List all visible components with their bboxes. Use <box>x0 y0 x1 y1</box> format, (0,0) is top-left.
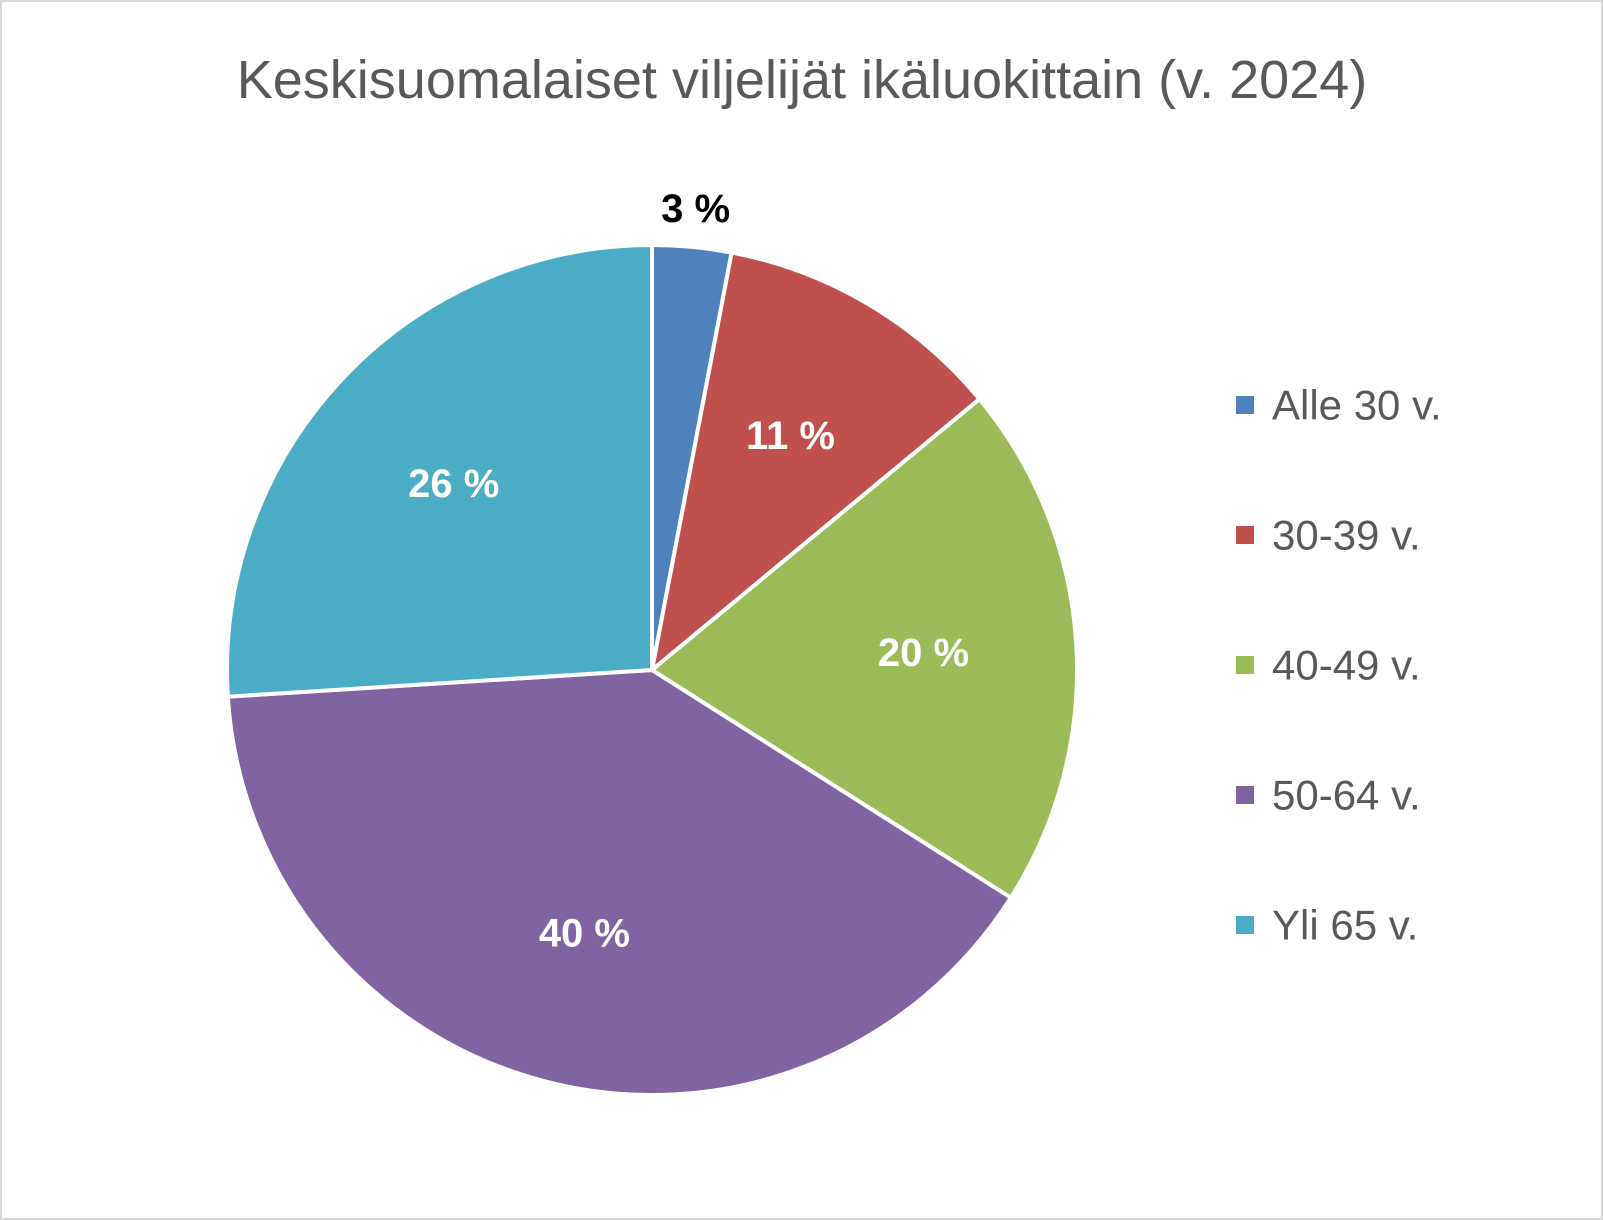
pie-slice-30-39-v <box>650 250 982 672</box>
pie-slice-40-49-v <box>650 397 1079 900</box>
legend-label-40-49-v: 40-49 v. <box>1272 642 1421 689</box>
data-label-yli-65-v: 26 % <box>408 462 499 506</box>
data-label-30-39-v: 11 % <box>746 414 835 458</box>
data-label-alle-30-v: 3 % <box>661 187 730 231</box>
pie-slice-yli-65-v <box>225 243 654 699</box>
data-label-40-49-v: 20 % <box>878 631 969 675</box>
pie-slices <box>225 243 1079 1097</box>
legend-swatch-40-49-v <box>1236 656 1254 674</box>
legend-label-30-39-v: 30-39 v. <box>1272 512 1421 559</box>
legend-label-50-64-v: 50-64 v. <box>1272 772 1421 819</box>
legend-swatch-30-39-v <box>1236 526 1254 544</box>
data-label-50-64-v: 40 % <box>539 912 630 956</box>
legend-swatch-50-64-v <box>1236 786 1254 804</box>
chart-title: Keskisuomalaiset viljelijät ikäluokittai… <box>237 50 1368 110</box>
legend-label-alle-30-v: Alle 30 v. <box>1272 382 1442 429</box>
legend-swatch-alle-30-v <box>1236 396 1254 414</box>
legend-label-yli-65-v: Yli 65 v. <box>1272 902 1418 949</box>
legend: Alle 30 v. 30-39 v. 40-49 v. 50-64 v. Yli 65… <box>1236 382 1442 949</box>
legend-swatch-yli-65-v <box>1236 916 1254 934</box>
data-labels: 3 % 11 % 20 % 40 % 26 % <box>408 187 969 955</box>
pie-slice-50-64-v <box>225 668 1013 1097</box>
